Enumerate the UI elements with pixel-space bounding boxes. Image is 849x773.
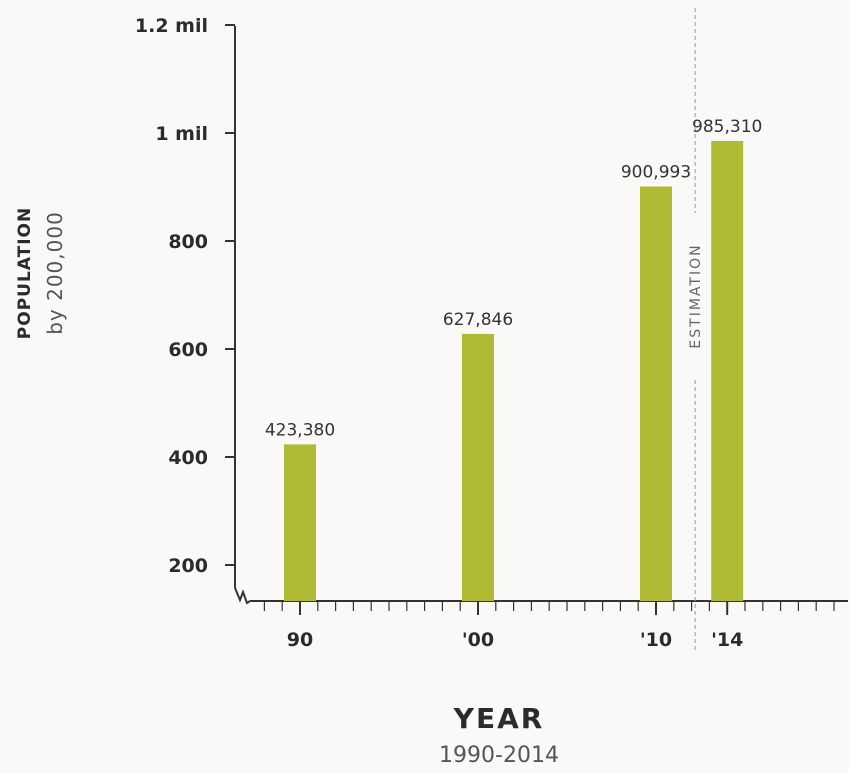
x-tick-label: '00	[462, 629, 494, 651]
y-tick-label: 400	[168, 447, 208, 469]
x-tick-label: '14	[711, 629, 743, 651]
y-tick-label: 200	[168, 555, 208, 577]
x-axis-title: YEAR	[453, 702, 545, 735]
estimation-label: ESTIMATION	[688, 243, 704, 348]
bar-value-label: 900,993	[621, 162, 691, 182]
axis-break-mark	[234, 587, 251, 605]
bar-10	[640, 186, 672, 601]
y-tick-label: 800	[168, 231, 208, 253]
bar-00	[462, 333, 494, 601]
y-tick-label: 600	[168, 339, 208, 361]
bar-14	[711, 140, 744, 601]
y-axis-title: POPULATION	[15, 207, 35, 339]
x-tick-label: '10	[640, 629, 672, 651]
y-axis-subtitle: by 200,000	[43, 211, 67, 335]
y-tick-label: 1 mil	[155, 123, 208, 145]
bar-value-label: 985,310	[692, 117, 762, 137]
x-axis-subtitle: 1990-2014	[439, 743, 559, 768]
bar-value-label: 627,846	[443, 310, 513, 330]
bar-90	[284, 444, 316, 601]
y-tick-label: 1.2 mil	[135, 15, 208, 37]
bar-value-label: 423,380	[265, 420, 335, 440]
x-tick-label: 90	[287, 629, 313, 651]
